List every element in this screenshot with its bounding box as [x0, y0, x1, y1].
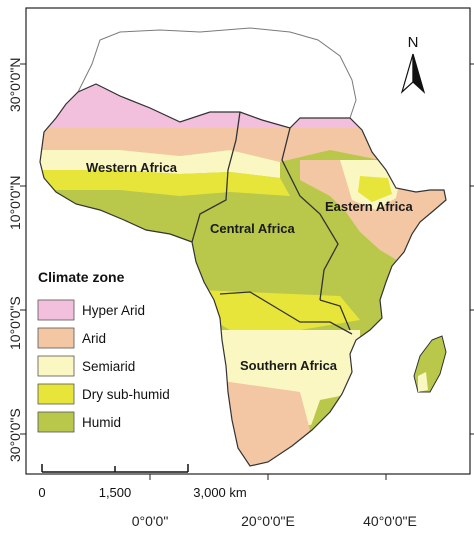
legend-swatch-dry-sub-humid [37, 383, 75, 405]
scale-label-1500: 1,500 [99, 485, 132, 500]
legend-label-dry-sub-humid: Dry sub-humid [82, 387, 170, 402]
lon-label-20e: 20°0'0"E [241, 513, 295, 529]
legend-title: Climate zone [38, 269, 125, 285]
lon-label-0: 0°0'0" [132, 513, 169, 529]
lon-label-40e: 40°0'0"E [363, 513, 417, 529]
region-label-southern-africa: Southern Africa [240, 358, 338, 373]
semiarid-band-west [40, 150, 280, 178]
region-label-western-africa: Western Africa [86, 160, 178, 175]
north-arrow-icon: N [400, 34, 426, 94]
legend-label-hyper-arid: Hyper Arid [82, 303, 145, 318]
legend-item-humid: Humid [37, 411, 121, 433]
svg-text:N: N [408, 34, 419, 51]
legend-swatch-arid [37, 327, 75, 349]
lat-label-30s: 30°0'0"S [7, 408, 23, 462]
scale-label-0: 0 [38, 485, 45, 500]
boundary-east-south [319, 299, 351, 331]
legend-item-hyper-arid: Hyper Arid [37, 299, 145, 321]
dry-subhumid-band-west [40, 170, 290, 196]
lat-label-30n: 30°0'0"N [7, 58, 23, 113]
africa-outline [39, 83, 447, 467]
legend-swatch-humid [37, 411, 75, 433]
arid-band-north [40, 128, 446, 162]
legend-item-semiarid: Semiarid [37, 355, 135, 377]
arid-area-south [216, 380, 310, 466]
scale-label-3000: 3,000 km [193, 485, 246, 500]
lat-label-10s: 10°0'0"S [7, 296, 23, 350]
legend-swatch-semiarid [37, 355, 75, 377]
legend-label-arid: Arid [82, 331, 106, 346]
lat-label-10n: 10°0'0"N [7, 176, 23, 231]
boundary-central-east [281, 127, 339, 301]
scale-bar: 0 1,500 3,000 km [38, 464, 247, 500]
boundary-central-south [219, 291, 353, 335]
legend-label-humid: Humid [82, 415, 121, 430]
region-label-eastern-africa: Eastern Africa [325, 199, 413, 214]
madagascar-semiarid [418, 372, 428, 392]
legend: Climate zone Hyper Arid Arid Semiarid Dr… [37, 269, 170, 433]
legend-swatch-hyper-arid [37, 299, 75, 321]
legend-label-semiarid: Semiarid [82, 359, 135, 374]
legend-item-dry-sub-humid: Dry sub-humid [37, 383, 170, 405]
region-label-central-africa: Central Africa [210, 221, 296, 236]
dry-subhumid-area-east [358, 176, 392, 202]
legend-item-arid: Arid [37, 327, 106, 349]
boundary-west-central [191, 111, 241, 243]
